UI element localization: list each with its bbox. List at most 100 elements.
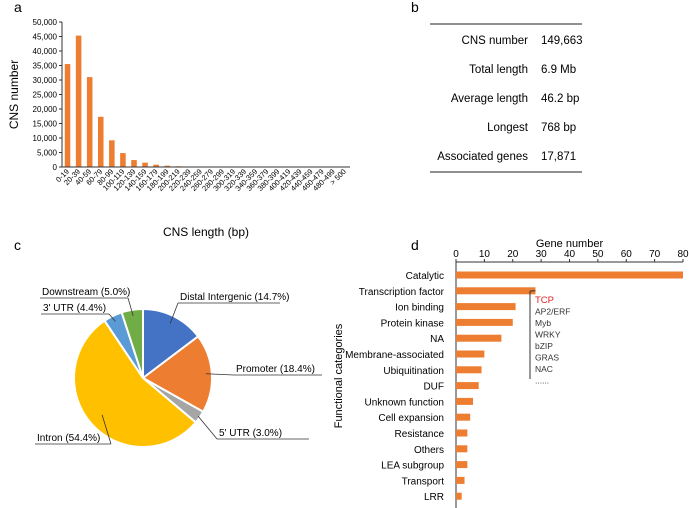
- category-label: Transcription factor: [359, 287, 445, 298]
- category-bar: [456, 492, 462, 500]
- pie-slice: [141, 335, 213, 414]
- table-row-value: 17,871: [541, 151, 576, 163]
- chart-title: Gene number: [536, 238, 604, 250]
- tf-family-highlight: TCP: [535, 295, 554, 306]
- category-label: Transport: [402, 476, 445, 487]
- panel-label-d: d: [411, 237, 419, 253]
- x-axis-label: CNS length (bp): [163, 225, 249, 239]
- histogram-bar: [64, 64, 71, 167]
- table-row-label: CNS number: [462, 35, 529, 47]
- tf-family-label: NAC: [535, 364, 553, 374]
- category-bar: [456, 287, 536, 295]
- pie-slice-label: Promoter (18.4%): [236, 364, 315, 375]
- histogram-bar: [75, 35, 82, 167]
- category-label: Ion binding: [395, 303, 444, 314]
- y-tick-label: 25,000: [33, 91, 58, 100]
- y-axis-label: CNS number: [7, 60, 21, 129]
- pie-slice-label: Distal Intergenic (14.7%): [180, 292, 290, 303]
- tf-family-label: ......: [535, 376, 549, 386]
- x-tick-label: 50: [592, 249, 604, 260]
- genomic-distribution-pie: Distal Intergenic (14.7%) Promoter (18.4%…: [35, 287, 322, 448]
- y-tick-label: 40,000: [33, 47, 58, 56]
- pie-slice-label: Intron (54.4%): [37, 433, 100, 444]
- label-leader-line: [108, 313, 116, 322]
- category-bar: [456, 397, 474, 405]
- category-label: DUF: [423, 382, 444, 393]
- x-tick-label: 10: [479, 249, 491, 260]
- category-bar: [456, 413, 471, 421]
- category-bar: [456, 318, 513, 326]
- histogram-bar: [131, 160, 137, 167]
- table-row-label: Total length: [469, 64, 528, 76]
- x-tick-label: 80: [677, 249, 689, 260]
- category-label: Unknown function: [365, 397, 445, 408]
- category-label: Membrane-associated: [345, 350, 444, 361]
- table-row-label: Longest: [487, 122, 529, 134]
- y-tick-label: 50,000: [33, 18, 58, 27]
- histogram-bar: [164, 165, 170, 167]
- y-axis-label: Functional categories: [333, 323, 345, 428]
- tf-family-label: Myb: [535, 318, 551, 328]
- table-row-value: 6.9 Mb: [541, 64, 576, 76]
- panel-label-c: c: [14, 237, 21, 253]
- x-tick-label: 20: [507, 249, 519, 260]
- category-bar: [456, 382, 479, 390]
- tf-family-label: WRKY: [535, 330, 561, 340]
- pie-slice: [120, 307, 144, 379]
- category-bar: [456, 303, 516, 311]
- cns-length-histogram: 0 5,000 10,000 15,000 20,000 25,000 30,000 35,0…: [7, 18, 350, 239]
- category-bar: [456, 476, 465, 484]
- category-bar: [456, 429, 468, 437]
- label-leader-line: [127, 297, 134, 316]
- table-row-label: Average length: [451, 93, 528, 105]
- table-row-label: Associated genes: [437, 151, 528, 163]
- category-label: Resistance: [395, 429, 445, 440]
- category-bar: [456, 445, 468, 453]
- tf-family-label: bZIP: [535, 341, 553, 351]
- category-bar: [456, 271, 683, 279]
- x-tick-label: 60: [621, 249, 633, 260]
- label-leader-line: [197, 415, 218, 440]
- label-leader-line: [205, 373, 235, 376]
- pie-slice: [142, 307, 200, 381]
- histogram-bar: [120, 153, 126, 167]
- table-row-value: 46.2 bp: [541, 93, 579, 105]
- category-bar: [456, 350, 485, 358]
- more-categories-marker: ......: [415, 506, 432, 508]
- y-tick-label: 35,000: [33, 62, 58, 71]
- pie-slice-label: Downstream (5.0%): [42, 287, 130, 298]
- category-label: Protein kinase: [381, 318, 445, 329]
- panel-label-b: b: [411, 0, 419, 15]
- category-bar: [456, 334, 502, 342]
- x-tick-label: 70: [649, 249, 661, 260]
- tf-family-label: GRAS: [535, 353, 559, 363]
- cns-summary-table: CNS number 149,663 Total length 6.9 Mb Avera…: [430, 23, 583, 173]
- y-tick-label: 30,000: [33, 76, 58, 85]
- panel-label-a: a: [14, 0, 22, 15]
- tf-family-label: AP2/ERF: [535, 307, 570, 317]
- y-tick-label: 10,000: [33, 134, 58, 143]
- functional-categories-bar-chart: Gene number 0 10 20 30 40 50 60 70 80 Catalytic T…: [333, 238, 689, 508]
- pie-slice-label: 5' UTR (3.0%): [219, 428, 282, 439]
- pie-slice: [72, 319, 198, 448]
- y-tick-label: 0: [53, 163, 58, 172]
- table-row-value: 149,663: [541, 35, 583, 47]
- x-tick-label: 30: [536, 249, 548, 260]
- histogram-bar: [153, 164, 159, 167]
- label-leader-line: [169, 302, 179, 324]
- x-tick-label: 40: [564, 249, 576, 260]
- y-tick-label: 45,000: [33, 33, 58, 42]
- category-bar: [456, 366, 482, 374]
- category-label: Others: [414, 445, 444, 456]
- category-label: Cell expansion: [378, 413, 444, 424]
- label-leader-line: [101, 414, 112, 445]
- histogram-bar: [142, 162, 148, 167]
- category-label: Catalytic: [406, 271, 444, 282]
- table-row-value: 768 bp: [541, 122, 576, 134]
- histogram-bar: [109, 140, 115, 167]
- y-tick-label: 5,000: [37, 149, 58, 158]
- histogram-bar: [86, 77, 93, 167]
- histogram-bar: [98, 116, 104, 167]
- category-label: NA: [430, 334, 444, 345]
- category-label: LEA subgroup: [381, 461, 444, 472]
